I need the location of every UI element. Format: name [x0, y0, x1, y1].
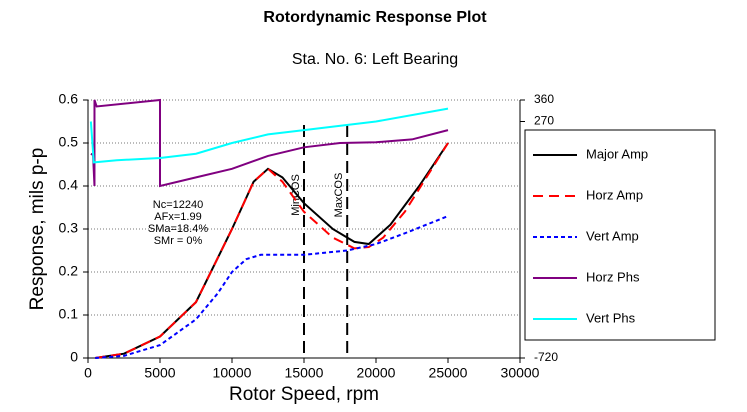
y-tick-label: 0.2	[59, 263, 79, 279]
x-tick-label: 5000	[144, 365, 175, 381]
marker-label: MaxCOS	[333, 173, 345, 218]
x-tick-label: 15000	[285, 365, 324, 381]
y-tick-label: 0.3	[59, 220, 79, 236]
annotation: AFx=1.99	[154, 211, 201, 223]
x-tick-label: 30000	[501, 365, 540, 381]
y-axis-label: Response, mils p-p	[27, 148, 48, 311]
legend-label: Major Amp	[586, 146, 648, 161]
series-line	[95, 142, 449, 359]
x-tick-label: 25000	[429, 365, 468, 381]
series-line	[95, 215, 449, 359]
annotation: Nc=12240	[153, 199, 203, 211]
annotation: SMr = 0%	[154, 235, 203, 247]
x-tick-label: 0	[84, 365, 92, 381]
y-tick-label: 0.1	[59, 306, 79, 322]
y2-tick-label: -720	[534, 350, 558, 364]
chart-title: Rotordynamic Response Plot	[263, 9, 487, 26]
y-tick-label: 0.5	[59, 134, 79, 150]
y2-tick-label: 270	[534, 114, 554, 128]
legend-label: Horz Phs	[586, 269, 640, 284]
y-tick-label: 0.6	[59, 91, 79, 107]
y2-tick-label: 360	[534, 92, 554, 106]
legend-label: Horz Amp	[586, 187, 643, 202]
x-axis-label: Rotor Speed, rpm	[229, 384, 379, 405]
y-tick-label: 0	[70, 349, 78, 365]
annotation: SMa=18.4%	[148, 223, 208, 235]
series-line	[90, 98, 449, 188]
x-tick-label: 10000	[213, 365, 252, 381]
x-tick-label: 20000	[357, 365, 396, 381]
series-line	[89, 107, 449, 164]
legend-box	[524, 129, 716, 341]
legend-label: Vert Phs	[586, 310, 636, 325]
chart-subtitle: Sta. No. 6: Left Bearing	[292, 51, 458, 68]
y-tick-label: 0.4	[59, 177, 79, 193]
legend-label: Vert Amp	[586, 228, 639, 243]
series-line	[95, 142, 449, 359]
